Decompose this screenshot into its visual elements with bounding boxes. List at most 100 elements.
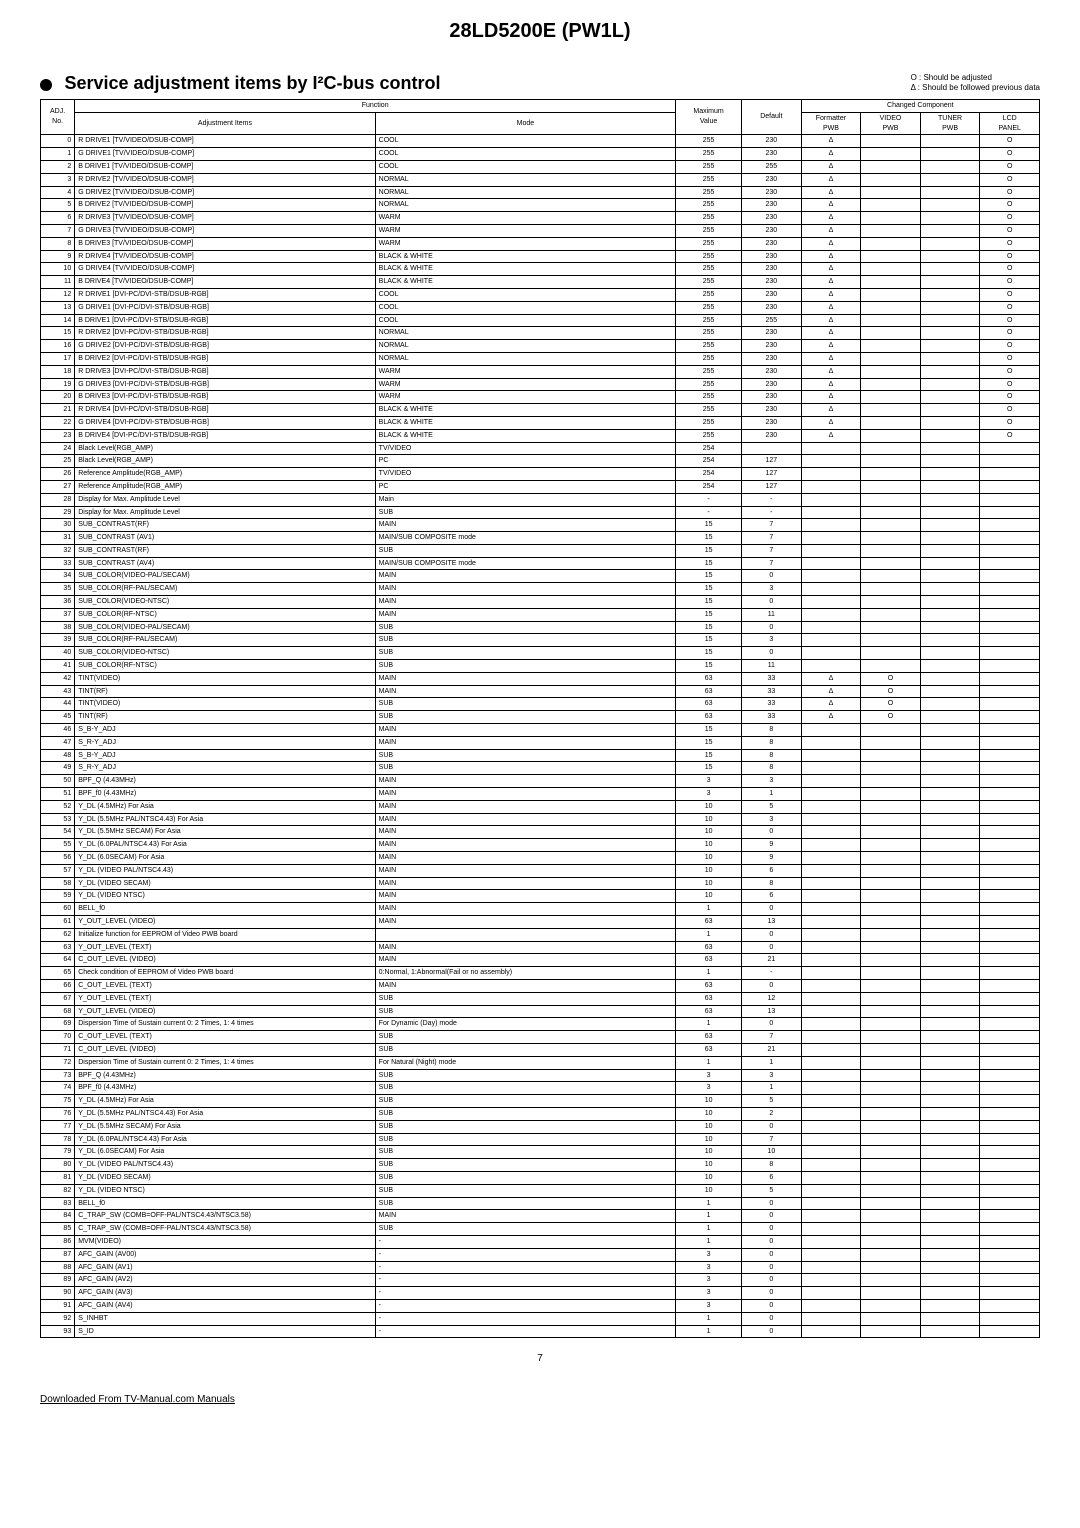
cell-vid: [861, 1248, 921, 1261]
cell-tun: [920, 647, 980, 660]
cell-mode: MAIN: [375, 839, 675, 852]
cell-item: R DRIVE3 [DVI-PC/DVI-STB/DSUB-RGB]: [75, 365, 375, 378]
cell-vid: [861, 928, 921, 941]
cell-fmt: [801, 1031, 861, 1044]
cell-tun: [920, 698, 980, 711]
cell-lcd: [980, 608, 1040, 621]
cell-max: -: [676, 506, 742, 519]
cell-def: 2: [742, 1107, 802, 1120]
cell-def: 0: [742, 1261, 802, 1274]
cell-lcd: O: [980, 391, 1040, 404]
cell-max: 1: [676, 1056, 742, 1069]
cell-fmt: [801, 813, 861, 826]
cell-vid: [861, 173, 921, 186]
cell-max: 63: [676, 954, 742, 967]
cell-def: 255: [742, 160, 802, 173]
cell-def: 9: [742, 839, 802, 852]
cell-mode: NORMAL: [375, 327, 675, 340]
cell-fmt: Δ: [801, 224, 861, 237]
cell-vid: [861, 506, 921, 519]
cell-max: 10: [676, 1133, 742, 1146]
table-row: 11B DRIVE4 [TV/VIDEO/DSUB-COMP]BLACK & W…: [41, 276, 1040, 289]
cell-vid: [861, 890, 921, 903]
cell-lcd: [980, 1325, 1040, 1338]
cell-lcd: [980, 455, 1040, 468]
cell-mode: MAIN: [375, 877, 675, 890]
cell-adj: 45: [41, 711, 75, 724]
cell-lcd: O: [980, 276, 1040, 289]
col-adj-no: ADJ.No.: [41, 100, 75, 135]
cell-fmt: [801, 544, 861, 557]
table-row: 41SUB_COLOR(RF-NTSC)SUB1511: [41, 660, 1040, 673]
cell-max: 255: [676, 391, 742, 404]
cell-mode: SUB: [375, 1107, 675, 1120]
cell-mode: WARM: [375, 237, 675, 250]
cell-tun: [920, 365, 980, 378]
cell-lcd: [980, 967, 1040, 980]
cell-adj: 81: [41, 1171, 75, 1184]
table-row: 74BPF_f0 (4.43MHz)SUB31: [41, 1082, 1040, 1095]
col-max: MaximumValue: [676, 100, 742, 135]
cell-tun: [920, 429, 980, 442]
cell-def: 0: [742, 1120, 802, 1133]
cell-vid: [861, 250, 921, 263]
cell-tun: [920, 570, 980, 583]
table-row: 16G DRIVE2 [DVI-PC/DVI-STB/DSUB-RGB]NORM…: [41, 340, 1040, 353]
cell-mode: [375, 928, 675, 941]
cell-def: 0: [742, 596, 802, 609]
cell-item: Reference Amplitude(RGB_AMP): [75, 480, 375, 493]
cell-item: TINT(VIDEO): [75, 672, 375, 685]
cell-def: 230: [742, 212, 802, 225]
cell-vid: [861, 1223, 921, 1236]
cell-lcd: [980, 493, 1040, 506]
cell-mode: NORMAL: [375, 199, 675, 212]
cell-item: G DRIVE4 [DVI-PC/DVI-STB/DSUB-RGB]: [75, 416, 375, 429]
cell-max: 1: [676, 1018, 742, 1031]
cell-vid: [861, 301, 921, 314]
cell-vid: [861, 186, 921, 199]
cell-fmt: [801, 839, 861, 852]
table-row: 19G DRIVE3 [DVI-PC/DVI-STB/DSUB-RGB]WARM…: [41, 378, 1040, 391]
cell-item: Y_DL (5.5MHz PAL/NTSC4.43) For Asia: [75, 1107, 375, 1120]
cell-adj: 69: [41, 1018, 75, 1031]
cell-item: TINT(VIDEO): [75, 698, 375, 711]
cell-fmt: [801, 1095, 861, 1108]
cell-tun: [920, 173, 980, 186]
cell-item: C_OUT_LEVEL (VIDEO): [75, 954, 375, 967]
cell-item: R DRIVE1 [TV/VIDEO/DSUB-COMP]: [75, 135, 375, 148]
cell-item: G DRIVE4 [TV/VIDEO/DSUB-COMP]: [75, 263, 375, 276]
table-row: 69Dispersion Time of Sustain current 0: …: [41, 1018, 1040, 1031]
table-row: 68Y_OUT_LEVEL (VIDEO)SUB6313: [41, 1005, 1040, 1018]
cell-tun: [920, 455, 980, 468]
cell-vid: [861, 979, 921, 992]
cell-def: 0: [742, 1197, 802, 1210]
cell-lcd: [980, 532, 1040, 545]
cell-max: 255: [676, 378, 742, 391]
cell-adj: 33: [41, 557, 75, 570]
cell-mode: BLACK & WHITE: [375, 276, 675, 289]
cell-tun: [920, 1287, 980, 1300]
cell-item: SUB_CONTRAST(RF): [75, 519, 375, 532]
cell-adj: 32: [41, 544, 75, 557]
cell-def: 230: [742, 416, 802, 429]
cell-adj: 36: [41, 596, 75, 609]
cell-item: SUB_COLOR(VIDEO-PAL/SECAM): [75, 621, 375, 634]
cell-vid: [861, 1146, 921, 1159]
cell-tun: [920, 800, 980, 813]
cell-vid: O: [861, 698, 921, 711]
cell-mode: NORMAL: [375, 352, 675, 365]
table-row: 26Reference Amplitude(RGB_AMP)TV/VIDEO25…: [41, 468, 1040, 481]
cell-max: 15: [676, 724, 742, 737]
cell-item: Y_DL (6.0SECAM) For Asia: [75, 1146, 375, 1159]
footer-link[interactable]: Downloaded From TV-Manual.com Manuals: [40, 1394, 1040, 1405]
cell-mode: COOL: [375, 160, 675, 173]
cell-mode: SUB: [375, 544, 675, 557]
cell-vid: [861, 903, 921, 916]
cell-vid: [861, 480, 921, 493]
table-row: 20B DRIVE3 [DVI-PC/DVI-STB/DSUB-RGB]WARM…: [41, 391, 1040, 404]
cell-def: 21: [742, 954, 802, 967]
cell-def: 5: [742, 800, 802, 813]
cell-mode: SUB: [375, 647, 675, 660]
cell-def: 230: [742, 237, 802, 250]
cell-item: TINT(RF): [75, 685, 375, 698]
